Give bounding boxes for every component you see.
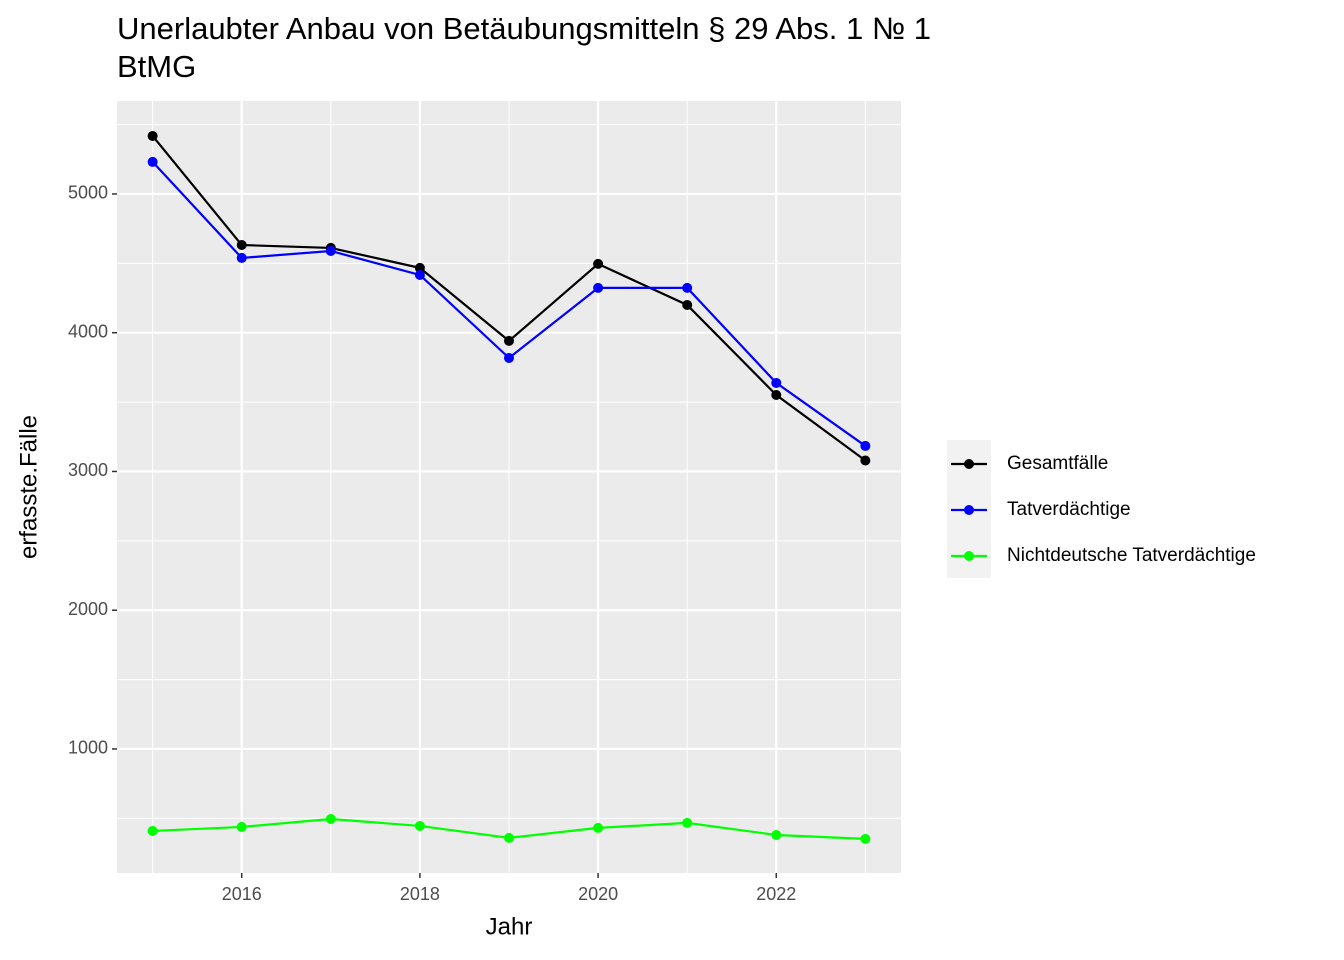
data-point: [414, 269, 425, 280]
data-point: [504, 352, 514, 363]
legend-key-point: [964, 505, 974, 515]
y-tick-label: 3000: [68, 460, 108, 480]
y-tick-label: 5000: [68, 183, 108, 203]
x-tick-label: 2020: [578, 884, 618, 904]
legend-label: Nichtdeutsche Tatverdächtige: [1007, 545, 1256, 566]
plot: [147, 130, 871, 844]
data-point: [325, 814, 336, 825]
data-point: [860, 440, 871, 451]
legend: Gesamtfälle Tatverdächtige Nichtdeutsche T…: [951, 453, 1256, 566]
y-axis-label: erfasste.Fälle: [15, 415, 42, 559]
data-point: [682, 282, 693, 293]
data-point: [147, 156, 158, 167]
legend-label: Tatverdächtige: [1007, 499, 1131, 520]
data-point: [504, 832, 514, 843]
data-point: [147, 130, 158, 141]
x-tick-label: 2018: [400, 884, 440, 904]
data-point: [771, 390, 782, 401]
data-point: [593, 822, 604, 833]
data-point: [860, 455, 871, 466]
legend-key-point: [964, 551, 974, 561]
y-tick-label: 2000: [68, 599, 108, 619]
data-point: [682, 817, 693, 828]
x-tick-label: 2022: [756, 884, 796, 904]
data-point: [860, 833, 871, 844]
data-point: [593, 258, 604, 269]
data-point: [236, 252, 247, 263]
data-point: [414, 820, 425, 831]
data-point: [771, 377, 782, 388]
x-tick-label: 2016: [222, 884, 262, 904]
legend-key-point: [964, 459, 974, 469]
y-tick-label: 4000: [68, 321, 108, 341]
x-axis-label: Jahr: [486, 913, 533, 940]
data-point: [414, 262, 425, 273]
grid: [117, 101, 901, 873]
legend-label: Gesamtfälle: [1007, 453, 1108, 474]
data-point: [147, 825, 158, 836]
y-tick-label: 1000: [68, 738, 108, 758]
data-point: [236, 240, 247, 251]
data-point: [771, 829, 782, 840]
data-point: [504, 335, 514, 346]
data-point: [325, 245, 336, 256]
chart-title: Unerlaubter Anbau von Betäubungsmitteln …: [117, 11, 931, 84]
data-point: [593, 282, 604, 293]
data-point: [236, 821, 247, 832]
data-point: [682, 299, 693, 310]
